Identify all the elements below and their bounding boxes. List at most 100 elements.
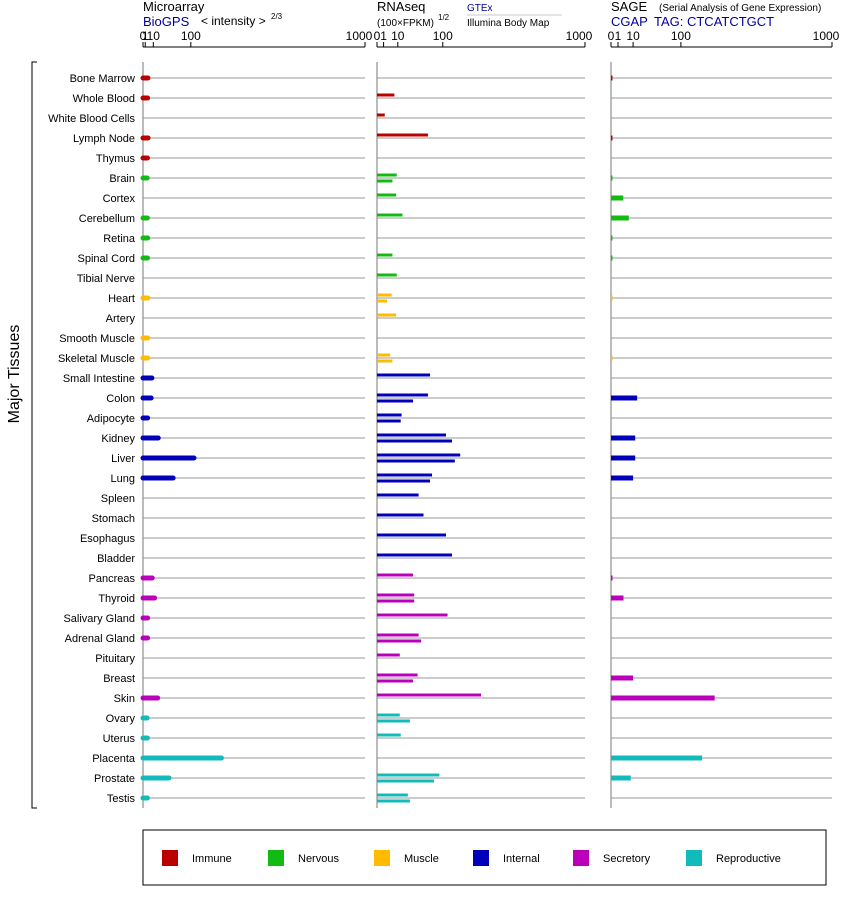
rnaseq-bar — [377, 653, 400, 657]
rnaseq-bar — [377, 513, 424, 517]
tissue-label: Breast — [103, 673, 135, 685]
tissue-label: Uterus — [103, 733, 136, 745]
tissue-label: Spinal Cord — [78, 253, 135, 265]
tissue-label: Adrenal Gland — [65, 633, 135, 645]
rnaseq-bar — [377, 133, 428, 137]
tissue-label: Liver — [111, 453, 135, 465]
tissue-rows: Bone Marrow Whole Blood White Blood Cells L… — [48, 73, 832, 805]
microarray-tick-label: 100 — [181, 29, 201, 43]
tissue-label: Esophagus — [80, 533, 136, 545]
rnaseq-bar — [377, 213, 403, 217]
sage-bar — [611, 775, 631, 781]
rnaseq-unit: (100×FPKM) — [377, 18, 434, 29]
tissue-label: Heart — [108, 293, 135, 305]
rnaseq-tick-label: 1 — [380, 29, 387, 43]
rnaseq-bar — [377, 453, 461, 457]
tissue-label: Prostate — [94, 773, 135, 785]
sage-bar — [611, 435, 636, 441]
sage-bar — [611, 195, 624, 201]
rnaseq-tick-label: 0 — [374, 29, 381, 43]
tissue-label: Thyroid — [98, 593, 135, 605]
sage-bar — [611, 75, 613, 81]
rnaseq-bar — [377, 193, 397, 197]
legend-swatch-nervous — [268, 850, 284, 866]
rnaseq-bar — [377, 433, 446, 437]
rnaseq-bar — [377, 93, 395, 97]
rnaseq-bar — [377, 399, 414, 403]
sage-source-link[interactable]: CGAP — [611, 14, 648, 29]
tissue-label: Kidney — [101, 433, 135, 445]
rnaseq-bar — [377, 679, 414, 683]
rnaseq-bar — [377, 793, 408, 797]
rnaseq-bar — [377, 299, 387, 303]
tissue-label: Testis — [107, 793, 136, 805]
rnaseq-bar — [377, 173, 397, 177]
rnaseq-bar — [377, 713, 400, 717]
rnaseq-bar — [377, 373, 431, 377]
sage-title: SAGE — [611, 0, 647, 14]
tissue-label: Whole Blood — [73, 93, 135, 105]
tissue-label: Cortex — [103, 193, 136, 205]
legend-label-secretory: Secretory — [603, 853, 651, 865]
rnaseq-bar — [377, 273, 397, 277]
sage-tick-label: 1 — [615, 29, 622, 43]
rnaseq-bar — [377, 413, 402, 417]
microarray-source-link[interactable]: BioGPS — [143, 14, 190, 29]
legend-swatch-muscle — [374, 850, 390, 866]
y-axis-label: Major Tissues — [6, 325, 23, 424]
rnaseq-bar — [377, 313, 397, 317]
sage-bar — [611, 255, 613, 261]
sage-bar — [611, 755, 703, 761]
microarray-tick-label: 0 — [140, 29, 147, 43]
sage-bar — [611, 235, 613, 241]
microarray-tick-label: 10 — [147, 29, 161, 43]
rnaseq-bar — [377, 553, 452, 557]
legend-swatch-secretory — [573, 850, 589, 866]
sage-tick-label: 1000 — [813, 29, 840, 43]
sage-bar — [611, 675, 634, 681]
tissue-label: Cerebellum — [79, 213, 135, 225]
tissue-label: Lung — [111, 473, 135, 485]
sage-bar — [611, 575, 613, 581]
rnaseq-bar — [377, 479, 431, 483]
rnaseq-tick-label: 100 — [433, 29, 453, 43]
sage-bar — [611, 295, 613, 301]
microarray-title: Microarray — [143, 0, 205, 14]
tissue-label: Spleen — [101, 493, 135, 505]
rnaseq-bar — [377, 613, 448, 617]
rnaseq-bar — [377, 633, 419, 637]
rnaseq-title: RNAseq — [377, 0, 425, 14]
tissue-bracket — [31, 61, 37, 809]
rnaseq-bar — [377, 179, 393, 183]
rnaseq-bar — [377, 353, 391, 357]
tissue-label: Skeletal Muscle — [58, 353, 135, 365]
rnaseq-bar — [377, 693, 481, 697]
rnaseq-bar — [377, 473, 433, 477]
sage-subtitle: (Serial Analysis of Gene Expression) — [659, 3, 821, 14]
sage-tag[interactable]: TAG: CTCATCTGCT — [654, 14, 774, 29]
rnaseq-bar — [377, 253, 393, 257]
rnaseq-source-gtex[interactable]: GTEx — [467, 3, 493, 14]
rnaseq-bar — [377, 673, 418, 677]
tissue-label: Tibial Nerve — [77, 273, 135, 285]
sage-bar — [611, 475, 634, 481]
tissue-label: Thymus — [96, 153, 136, 165]
sage-tick-label: 100 — [671, 29, 691, 43]
legend-label-immune: Immune — [192, 853, 232, 865]
sage-bar — [611, 175, 613, 181]
legend-label-nervous: Nervous — [298, 853, 339, 865]
tissue-label: Stomach — [92, 513, 135, 525]
sage-bar — [611, 395, 638, 401]
rnaseq-bar — [377, 779, 434, 783]
tissue-label: White Blood Cells — [48, 113, 135, 125]
rnaseq-bar — [377, 419, 401, 423]
sage-tick-label: 0 — [608, 29, 615, 43]
tissue-label: Pancreas — [89, 573, 136, 585]
rnaseq-exponent: 1/2 — [438, 13, 450, 22]
rnaseq-tick-label: 1000 — [566, 29, 593, 43]
rnaseq-bar — [377, 599, 415, 603]
legend-swatch-immune — [162, 850, 178, 866]
rnaseq-bar — [377, 533, 446, 537]
microarray-tick-label: 1 — [142, 29, 149, 43]
